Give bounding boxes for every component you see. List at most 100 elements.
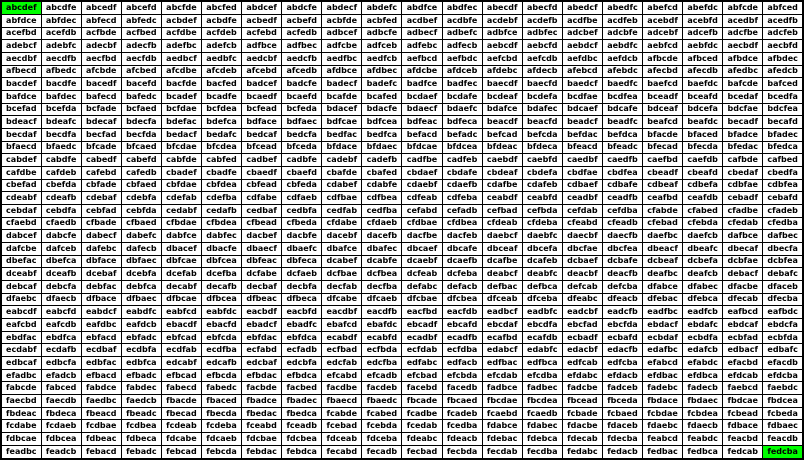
permutation-cell: bafcde	[722, 77, 764, 91]
table-row: debcaf debcfa debfac debfca decabf decafb decb…	[0, 279, 804, 294]
permutation-cell: aefcdb	[521, 51, 563, 66]
permutation-cell: fdbcae	[0, 432, 42, 446]
permutation-cell: deabfc	[521, 267, 563, 281]
permutation-cell: fcbdea	[682, 406, 724, 421]
permutation-cell: cedbfa	[281, 203, 323, 218]
permutation-cell: cdbafe	[601, 178, 644, 193]
permutation-cell: cbaefd	[281, 165, 323, 180]
permutation-cell: acebdf	[641, 13, 684, 28]
permutation-cell: bfcade	[80, 140, 122, 155]
permutation-cell: befcad	[481, 127, 523, 142]
permutation-cell: fecbda	[441, 444, 483, 460]
permutation-cell: bdfcae	[321, 115, 363, 129]
permutation-cell: feacdb	[762, 432, 804, 446]
permutation-cell: dbceaf	[481, 241, 523, 256]
permutation-cell: bacfde	[160, 77, 202, 91]
permutation-cell: acfdbe	[160, 26, 202, 41]
permutation-cell: ebfcda	[200, 330, 243, 345]
permutation-cell: ceafbd	[641, 191, 684, 205]
permutation-cell: efacdb	[762, 356, 804, 370]
permutation-cell: bacedf	[80, 77, 122, 91]
permutation-cell: edafbc	[641, 343, 684, 358]
permutation-cell: cefdba	[601, 203, 644, 218]
permutation-cell: fbdace	[641, 394, 684, 408]
permutation-cell: ecbfad	[722, 330, 764, 345]
permutation-cell: bfceda	[281, 140, 323, 155]
permutation-cell: dbfcae	[160, 254, 202, 269]
permutation-cell: cadbfe	[281, 153, 323, 167]
permutation-cell: cfebda	[682, 216, 724, 231]
permutation-cell: cbedaf	[722, 165, 764, 180]
permutation-cell: ebdfca	[40, 330, 82, 345]
table-row: cabdef cabdfe cabedf cabefd cabfde cabfed cadb…	[0, 153, 804, 167]
permutation-cell: ecbfda	[762, 330, 804, 345]
permutation-cell: faedbc	[80, 394, 122, 408]
permutation-cell: dabcef	[0, 229, 42, 243]
permutation-cell: bceafd	[682, 89, 724, 104]
permutation-cell: edcfba	[361, 356, 403, 370]
permutation-cell: ecafdb	[521, 330, 563, 345]
permutation-cell: fabecd	[160, 381, 202, 396]
permutation-cell: fabcde	[0, 381, 42, 396]
permutation-cell: cabfed	[200, 153, 243, 167]
permutation-cell: dfbcae	[160, 292, 202, 307]
permutation-cell: fcdeab	[160, 419, 202, 434]
permutation-cell: cfeadb	[601, 216, 644, 231]
permutation-cell: adfbec	[281, 39, 323, 53]
permutation-cell: aebcfd	[521, 39, 563, 53]
permutation-cell: cedbaf	[241, 203, 283, 218]
permutation-cell: adfebc	[401, 39, 443, 53]
permutation-cell: fdbcea	[40, 432, 82, 446]
permutation-cell: badfec	[441, 77, 483, 91]
permutation-cell: efdacb	[601, 368, 644, 383]
permutation-cell: cfabde	[641, 203, 684, 218]
permutation-cell: edacbf	[561, 343, 603, 358]
permutation-cell: cbdfae	[561, 165, 603, 180]
permutation-cell: fcdbea	[120, 419, 162, 434]
permutation-cell: cfedba	[762, 216, 804, 231]
permutation-cell: cafedb	[120, 165, 162, 180]
permutation-cell: dfecab	[722, 292, 764, 307]
permutation-cell: cbaedf	[241, 165, 283, 180]
permutation-cell: defbca	[521, 279, 563, 294]
permutation-cell: cbafde	[321, 165, 363, 180]
permutation-cell: ebdcfa	[762, 318, 804, 332]
permutation-cell: aedfcb	[361, 51, 403, 66]
permutation-cell: fcedab	[401, 419, 443, 434]
permutation-cell: cfdabe	[321, 216, 363, 231]
permutation-cell: efdbac	[641, 368, 684, 383]
permutation-cell: acefdb	[40, 26, 82, 41]
permutation-cell: eacbfd	[281, 305, 323, 319]
permutation-cell: fecbad	[401, 444, 443, 460]
permutation-cell: dacefb	[361, 229, 403, 243]
permutation-cell: badcef	[241, 77, 283, 91]
permutation-cell: afcedb	[281, 64, 323, 79]
permutation-cell: fadbec	[521, 381, 563, 396]
permutation-cell: abefcd	[641, 0, 684, 15]
permutation-cell: fdcabe	[160, 432, 202, 446]
permutation-cell: dabcfe	[40, 229, 82, 243]
permutation-cell: efadbc	[0, 368, 42, 383]
permutation-cell: defabc	[401, 279, 443, 294]
permutation-cell: cedabf	[160, 203, 202, 218]
permutation-cell: edabfc	[521, 343, 563, 358]
permutation-cell: cfbaed	[120, 216, 162, 231]
permutation-cell: feabdc	[682, 432, 724, 446]
permutation-cell: facbed	[281, 381, 323, 396]
permutation-cell: aebfdc	[682, 39, 724, 53]
permutation-cell: cfbead	[241, 216, 283, 231]
permutation-cell: dacbef	[241, 229, 283, 243]
permutation-cell: bcaefd	[281, 89, 323, 104]
permutation-cell: cabdfe	[40, 153, 82, 167]
permutation-cell: fdcbea	[281, 432, 323, 446]
permutation-cell: cedfab	[321, 203, 363, 218]
permutation-cell: dbcfea	[601, 241, 644, 256]
permutation-cell: ebcadf	[401, 318, 443, 332]
permutation-cell: bacdef	[0, 77, 42, 91]
permutation-cell: cbeafd	[682, 165, 724, 180]
permutation-cell: bfeadc	[601, 140, 644, 155]
permutation-cell: dcbaef	[561, 254, 603, 269]
permutation-cell: cbdefa	[521, 165, 563, 180]
permutation-cell: dcfeba	[441, 267, 483, 281]
permutation-cell: cfbdea	[200, 216, 243, 231]
